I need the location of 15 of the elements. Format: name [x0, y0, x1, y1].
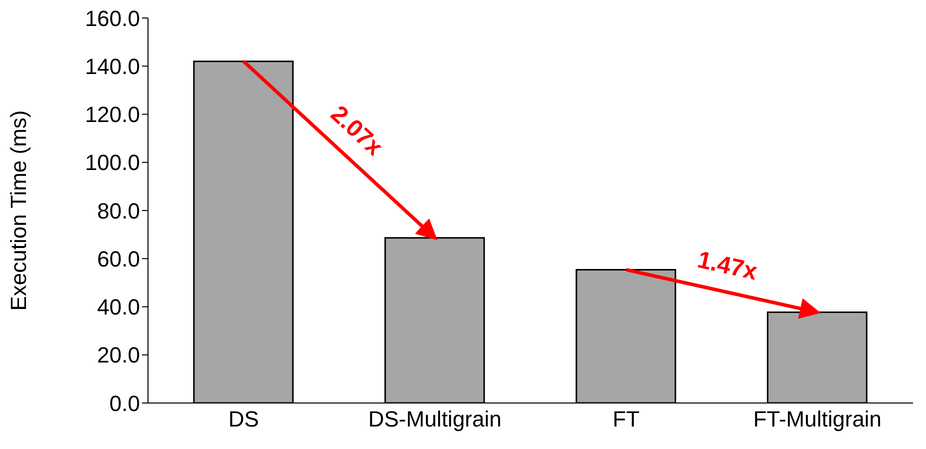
- x-tick-label: DS: [228, 406, 259, 432]
- y-tick-label: 0.0: [109, 390, 140, 416]
- y-axis-title: Execution Time (ms): [6, 110, 31, 311]
- y-tick-label: 60.0: [97, 246, 140, 272]
- y-tick-label: 80.0: [97, 198, 140, 224]
- x-tick-label: FT-Multigrain: [753, 406, 882, 432]
- y-tick-label: 20.0: [97, 342, 140, 368]
- y-tick-label: 140.0: [84, 54, 140, 79]
- y-tick-label: 100.0: [84, 150, 140, 176]
- x-tick-label: FT: [612, 406, 640, 432]
- y-tick-label: 120.0: [84, 102, 140, 128]
- y-tick-label: 40.0: [97, 294, 140, 320]
- x-tick-label: DS-Multigrain: [368, 406, 502, 432]
- y-tick-label: 160.0: [84, 6, 140, 31]
- annotation: 1.47x: [695, 246, 760, 286]
